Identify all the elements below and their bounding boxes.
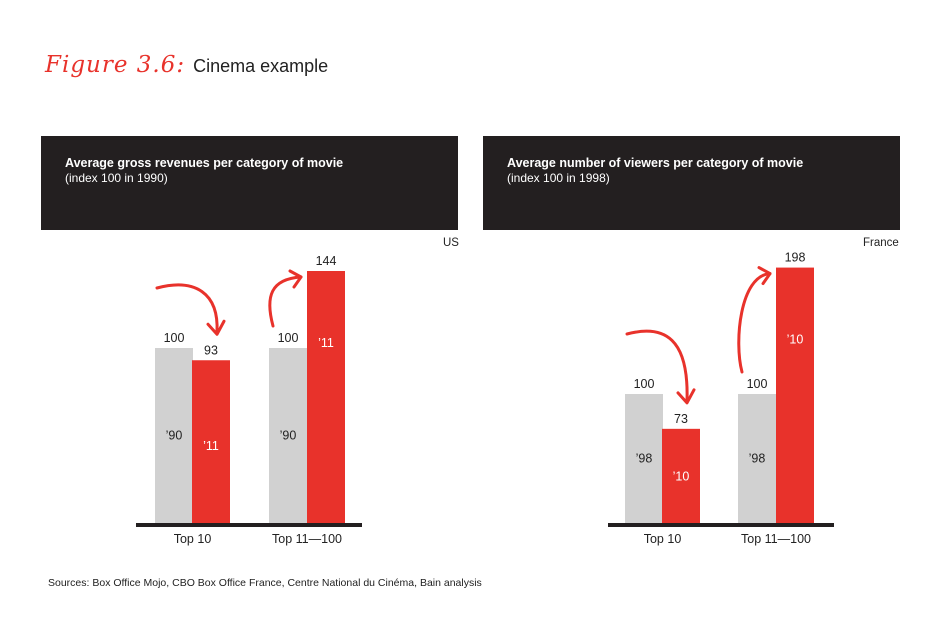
chart-1-bar-2-2 xyxy=(307,271,345,523)
figure-title: Figure 3.6: Cinema example xyxy=(45,52,328,78)
chart-2-bar-1-2 xyxy=(662,428,700,523)
chart-2-subtitle: (index 100 in 1998) xyxy=(507,171,610,185)
chart-1-bar-2-1 xyxy=(269,348,307,523)
chart-1-increase-arrowhead xyxy=(288,269,303,289)
chart-2-series-label-2-1: ’98 xyxy=(749,452,766,466)
chart-1-series-label-2-1: ’90 xyxy=(280,429,297,443)
chart-2-bar-2-2 xyxy=(776,267,814,523)
chart-2-bar-2-1 xyxy=(738,394,776,523)
figure-label: Figure 3.6: xyxy=(45,52,186,78)
chart-1-region: US xyxy=(443,237,459,249)
chart-2-series-label-1-1: ’98 xyxy=(636,452,653,466)
chart-1-decrease-arrow xyxy=(155,283,219,334)
chart-2-bar-1-1 xyxy=(625,394,663,523)
chart-2-x-axis xyxy=(608,523,834,527)
chart-2-value-label-1-2: 73 xyxy=(674,412,688,426)
chart-1-value-label-2-1: 100 xyxy=(278,331,299,345)
chart-2-decrease-arrow xyxy=(625,329,689,403)
chart-1-decrease-arrowhead xyxy=(206,319,226,336)
chart-2-decrease-arrowhead xyxy=(676,388,696,405)
chart-1-bar-1-2 xyxy=(192,360,230,523)
chart-1-x-axis xyxy=(136,523,362,527)
chart-2-title: Average number of viewers per category o… xyxy=(507,156,804,170)
chart-1-category-label-1: Top 10 xyxy=(174,532,212,546)
chart-1-subtitle: (index 100 in 1990) xyxy=(65,171,168,185)
chart-1-series-label-1-1: ’90 xyxy=(166,429,183,443)
chart-2-value-label-1-1: 100 xyxy=(634,377,655,391)
chart-1-title: Average gross revenues per category of m… xyxy=(65,156,344,170)
chart-2-series-label-2-2: ’10 xyxy=(787,333,804,347)
chart-1-category-label-2: Top 11—100 xyxy=(272,532,342,546)
chart-1-header: Average gross revenues per category of m… xyxy=(41,136,458,230)
chart-1-series-label-1-2: ’11 xyxy=(203,439,219,453)
figure-name: Cinema example xyxy=(193,56,329,76)
chart-2-series-label-1-2: ’10 xyxy=(673,470,690,484)
chart-2-increase-arrow xyxy=(737,272,772,374)
chart-1-value-label-2-2: 144 xyxy=(316,254,337,268)
chart-2-category-label-2: Top 11—100 xyxy=(741,532,811,546)
chart-2-region: France xyxy=(863,237,899,249)
chart-2-increase-arrowhead xyxy=(757,266,772,286)
chart-2-value-label-2-1: 100 xyxy=(747,377,768,391)
chart-1-value-label-1-2: 93 xyxy=(204,343,218,357)
chart-1-bar-1-1 xyxy=(155,348,193,523)
chart-1-increase-arrow xyxy=(268,275,303,328)
chart-1-series-label-2-2: ’11 xyxy=(318,336,334,350)
sources-note: Sources: Box Office Mojo, CBO Box Office… xyxy=(48,577,482,589)
chart-1-value-label-1-1: 100 xyxy=(164,331,185,345)
chart-2-value-label-2-2: 198 xyxy=(785,251,806,265)
chart-2-header: Average number of viewers per category o… xyxy=(483,136,900,230)
chart-2-category-label-1: Top 10 xyxy=(644,532,682,546)
